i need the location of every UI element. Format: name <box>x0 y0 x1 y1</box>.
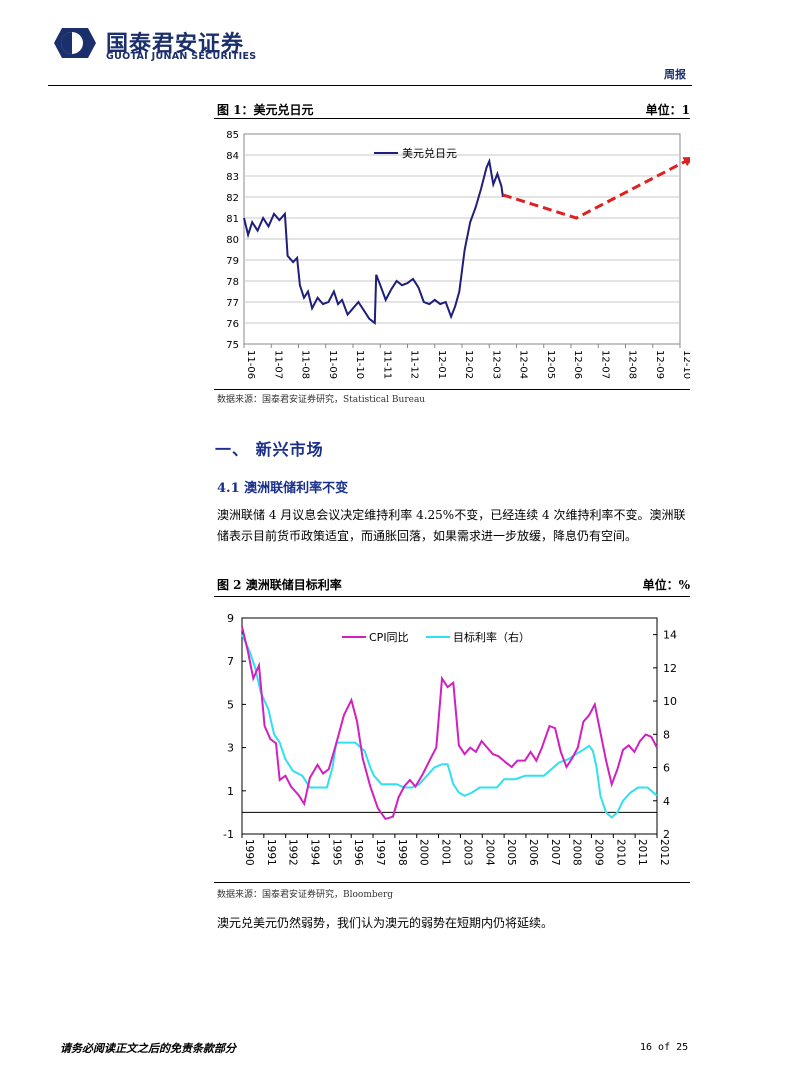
y2-tick-label: 8 <box>663 728 670 741</box>
y-tick-label: 81 <box>226 214 239 225</box>
figure1-unit: 单位：1 <box>645 103 690 117</box>
legend-label-cpi: CPI同比 <box>369 631 409 644</box>
y2-tick-label: 4 <box>663 795 670 808</box>
company-logo-icon <box>54 28 96 58</box>
x-tick-label: 11-12 <box>409 350 420 379</box>
x-tick-label: 1996 <box>352 839 364 866</box>
company-name-en: GUOTAI JUNAN SECURITIES <box>106 51 257 62</box>
y-tick-label: 7 <box>227 655 234 668</box>
x-tick-label: 12-01 <box>436 350 447 379</box>
x-tick-label: 12-07 <box>599 350 610 379</box>
x-tick-label: 2004 <box>483 839 495 866</box>
figure2-chart: -1 1 3 5 7 9 2 4 6 8 10 12 14 1990 1991 1992 1994 1995 199… <box>223 612 677 866</box>
y-tick-label: 82 <box>226 193 239 204</box>
x-tick-label: 1995 <box>330 839 342 866</box>
figure2-title: 图 2 澳洲联储目标利率 <box>217 578 342 592</box>
header-divider <box>48 85 692 86</box>
x-tick-label: 12-10 <box>681 350 690 379</box>
x-tick-label: 12-02 <box>463 350 474 379</box>
x-tick-label: 12-03 <box>490 350 501 379</box>
sub-heading: 4.1 澳洲联储利率不变 <box>217 481 349 496</box>
series-line-usd-jpy <box>243 157 504 325</box>
x-tick-label: 11-10 <box>354 350 365 379</box>
y-tick-label: 83 <box>226 172 239 183</box>
y-tick-label: 76 <box>226 319 239 330</box>
forecast-arrowhead <box>682 157 690 167</box>
y2-tick-label: 10 <box>663 695 677 708</box>
company-logo: 国泰君安证券 GUOTAI JUNAN SECURITIES <box>48 24 348 64</box>
y2-tick-label: 12 <box>663 662 677 675</box>
y-tick-label: 77 <box>226 298 239 309</box>
y-tick-label: 78 <box>226 277 239 288</box>
y-tick-label: -1 <box>223 828 234 841</box>
y-tick-label: 3 <box>227 742 234 755</box>
x-tick-label: 2000 <box>418 839 430 866</box>
figure2-source: 数据来源：国泰君安证券研究，Bloomberg <box>217 890 394 900</box>
x-tick-label: 2008 <box>571 839 583 866</box>
y-tick-label: 75 <box>226 340 239 351</box>
x-tick-label: 11-11 <box>381 350 392 379</box>
legend-label-usd-jpy: 美元兑日元 <box>402 146 457 160</box>
x-tick-label: 2011 <box>636 839 648 866</box>
figure2-top-rule <box>214 596 690 597</box>
figure2-bottom-rule <box>214 882 690 883</box>
y-tick-label: 84 <box>226 151 239 162</box>
series-line-cpi <box>241 626 658 821</box>
page-number: 16 of 25 <box>640 1042 689 1053</box>
figure1-title: 图 1：美元兑日元 <box>217 103 314 117</box>
x-tick-label: 12-08 <box>627 350 638 379</box>
x-tick-label: 2010 <box>614 839 626 866</box>
x-tick-label: 1997 <box>374 839 386 866</box>
x-tick-label: 1992 <box>287 839 299 866</box>
y-tick-label: 85 <box>226 130 239 141</box>
x-tick-label: 2005 <box>505 839 517 866</box>
figure1-top-rule <box>214 118 690 119</box>
figure1-source: 数据来源：国泰君安证券研究，Statistical Bureau <box>217 395 426 405</box>
forecast-dashed-line <box>502 157 690 220</box>
x-tick-label: 12-06 <box>572 350 583 379</box>
x-tick-label: 11-07 <box>272 350 283 379</box>
figure1-bottom-rule <box>214 389 690 390</box>
x-tick-label: 12-04 <box>518 350 529 379</box>
x-tick-label: 2009 <box>592 839 604 866</box>
plot-area <box>241 617 658 835</box>
doc-type-label: 周报 <box>664 68 686 81</box>
y-tick-label: 5 <box>227 698 234 711</box>
x-tick-label: 2007 <box>549 839 561 866</box>
x-tick-label: 2003 <box>461 839 473 866</box>
x-tick-label: 2006 <box>527 839 539 866</box>
x-tick-label: 11-06 <box>245 350 256 379</box>
y-tick-label: 80 <box>226 235 239 246</box>
body-paragraph: 澳洲联储 4 月议息会议决定维持利率 4.25%不变，已经连续 4 次维持利率不… <box>217 508 686 543</box>
disclaimer-note: 请务必阅读正文之后的免责条款部分 <box>60 1042 236 1055</box>
company-name-cn: 国泰君安证券 <box>106 32 245 57</box>
section-heading: 一、 新兴市场 <box>215 440 324 459</box>
x-tick-label: 11-09 <box>327 350 338 379</box>
x-tick-label: 1998 <box>396 839 408 866</box>
figure1-chart: 75 76 77 78 79 80 81 82 83 84 85 11-06 11-07 11-08 11-… <box>226 130 690 379</box>
closing-paragraph: 澳元兑美元仍然弱势，我们认为澳元的弱势在短期内仍将延续。 <box>217 916 554 930</box>
y2-tick-label: 2 <box>663 828 670 841</box>
y2-tick-label: 14 <box>663 629 677 642</box>
x-tick-label: 1990 <box>243 839 255 866</box>
x-tick-label: 2001 <box>440 839 452 866</box>
legend-label-target-rate: 目标利率（右） <box>453 630 530 644</box>
y-tick-label: 9 <box>227 612 234 625</box>
x-tick-label: 1991 <box>265 839 277 866</box>
x-tick-label: 1994 <box>309 839 321 866</box>
y-tick-label: 1 <box>227 785 234 798</box>
y-tick-label: 79 <box>226 256 239 267</box>
x-tick-label: 2012 <box>658 839 670 866</box>
x-tick-label: 12-09 <box>654 350 665 379</box>
figure2-unit: 单位：% <box>642 578 690 592</box>
x-tick-label: 11-08 <box>300 350 311 379</box>
y2-tick-label: 6 <box>663 762 670 775</box>
x-tick-label: 12-05 <box>545 350 556 379</box>
